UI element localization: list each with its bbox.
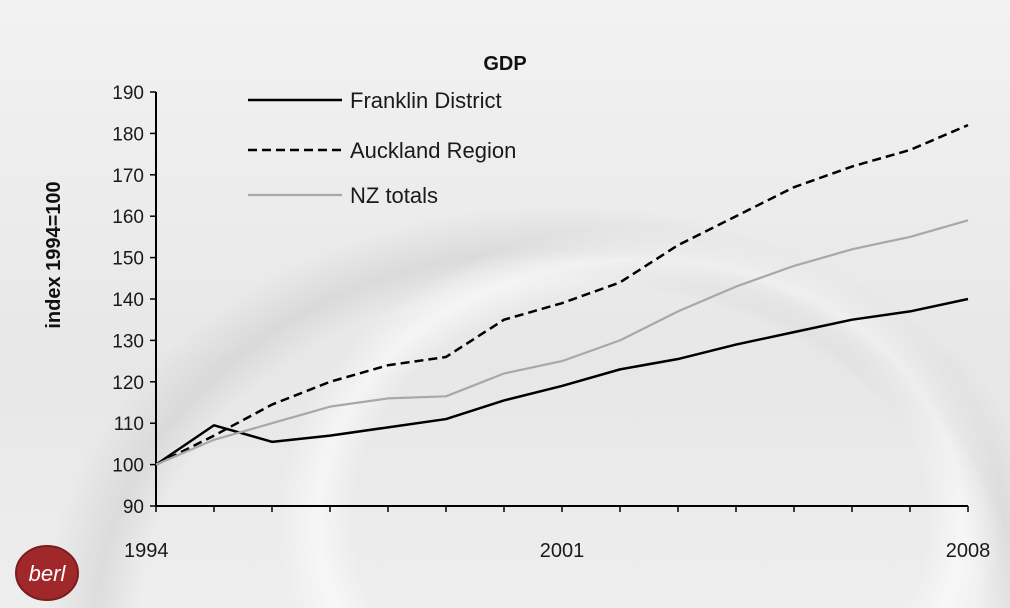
y-tick-label: 130	[112, 331, 144, 352]
legend-label: Auckland Region	[350, 138, 516, 163]
series-line-auckland-region	[155, 123, 969, 466]
series-line-nz-totals	[155, 219, 969, 466]
series-layer	[155, 123, 969, 466]
x-tick-label: 2008	[946, 540, 991, 562]
x-tick-label: 1994	[124, 540, 169, 562]
legend: Franklin District Auckland Region NZ total…	[248, 88, 516, 208]
y-tick-label: 90	[123, 497, 144, 518]
chart-title: GDP	[483, 53, 526, 75]
legend-label: NZ totals	[350, 183, 438, 208]
y-tick-label: 170	[112, 166, 144, 187]
y-tick-label: 140	[112, 290, 144, 311]
berl-logo: berl	[15, 545, 79, 601]
y-tick-label: 110	[114, 414, 144, 435]
y-tick-label: 120	[112, 373, 144, 394]
legend-label: Franklin District	[350, 88, 502, 113]
logo-text: berl	[29, 561, 67, 586]
logo-badge-shape	[15, 545, 79, 601]
x-tick-label: 2001	[540, 540, 585, 562]
y-tick-label: 150	[112, 249, 144, 270]
y-tick-label: 190	[112, 83, 144, 104]
series-line-franklin-district	[155, 297, 969, 466]
axes: 90 100 110 120 130 140 150 160 170 180 190 1994 2001…	[112, 83, 990, 562]
y-tick-label: 100	[112, 456, 144, 477]
y-axis-label: index 1994=100	[43, 181, 65, 328]
y-tick-label: 180	[112, 124, 144, 145]
y-tick-label: 160	[112, 207, 144, 228]
